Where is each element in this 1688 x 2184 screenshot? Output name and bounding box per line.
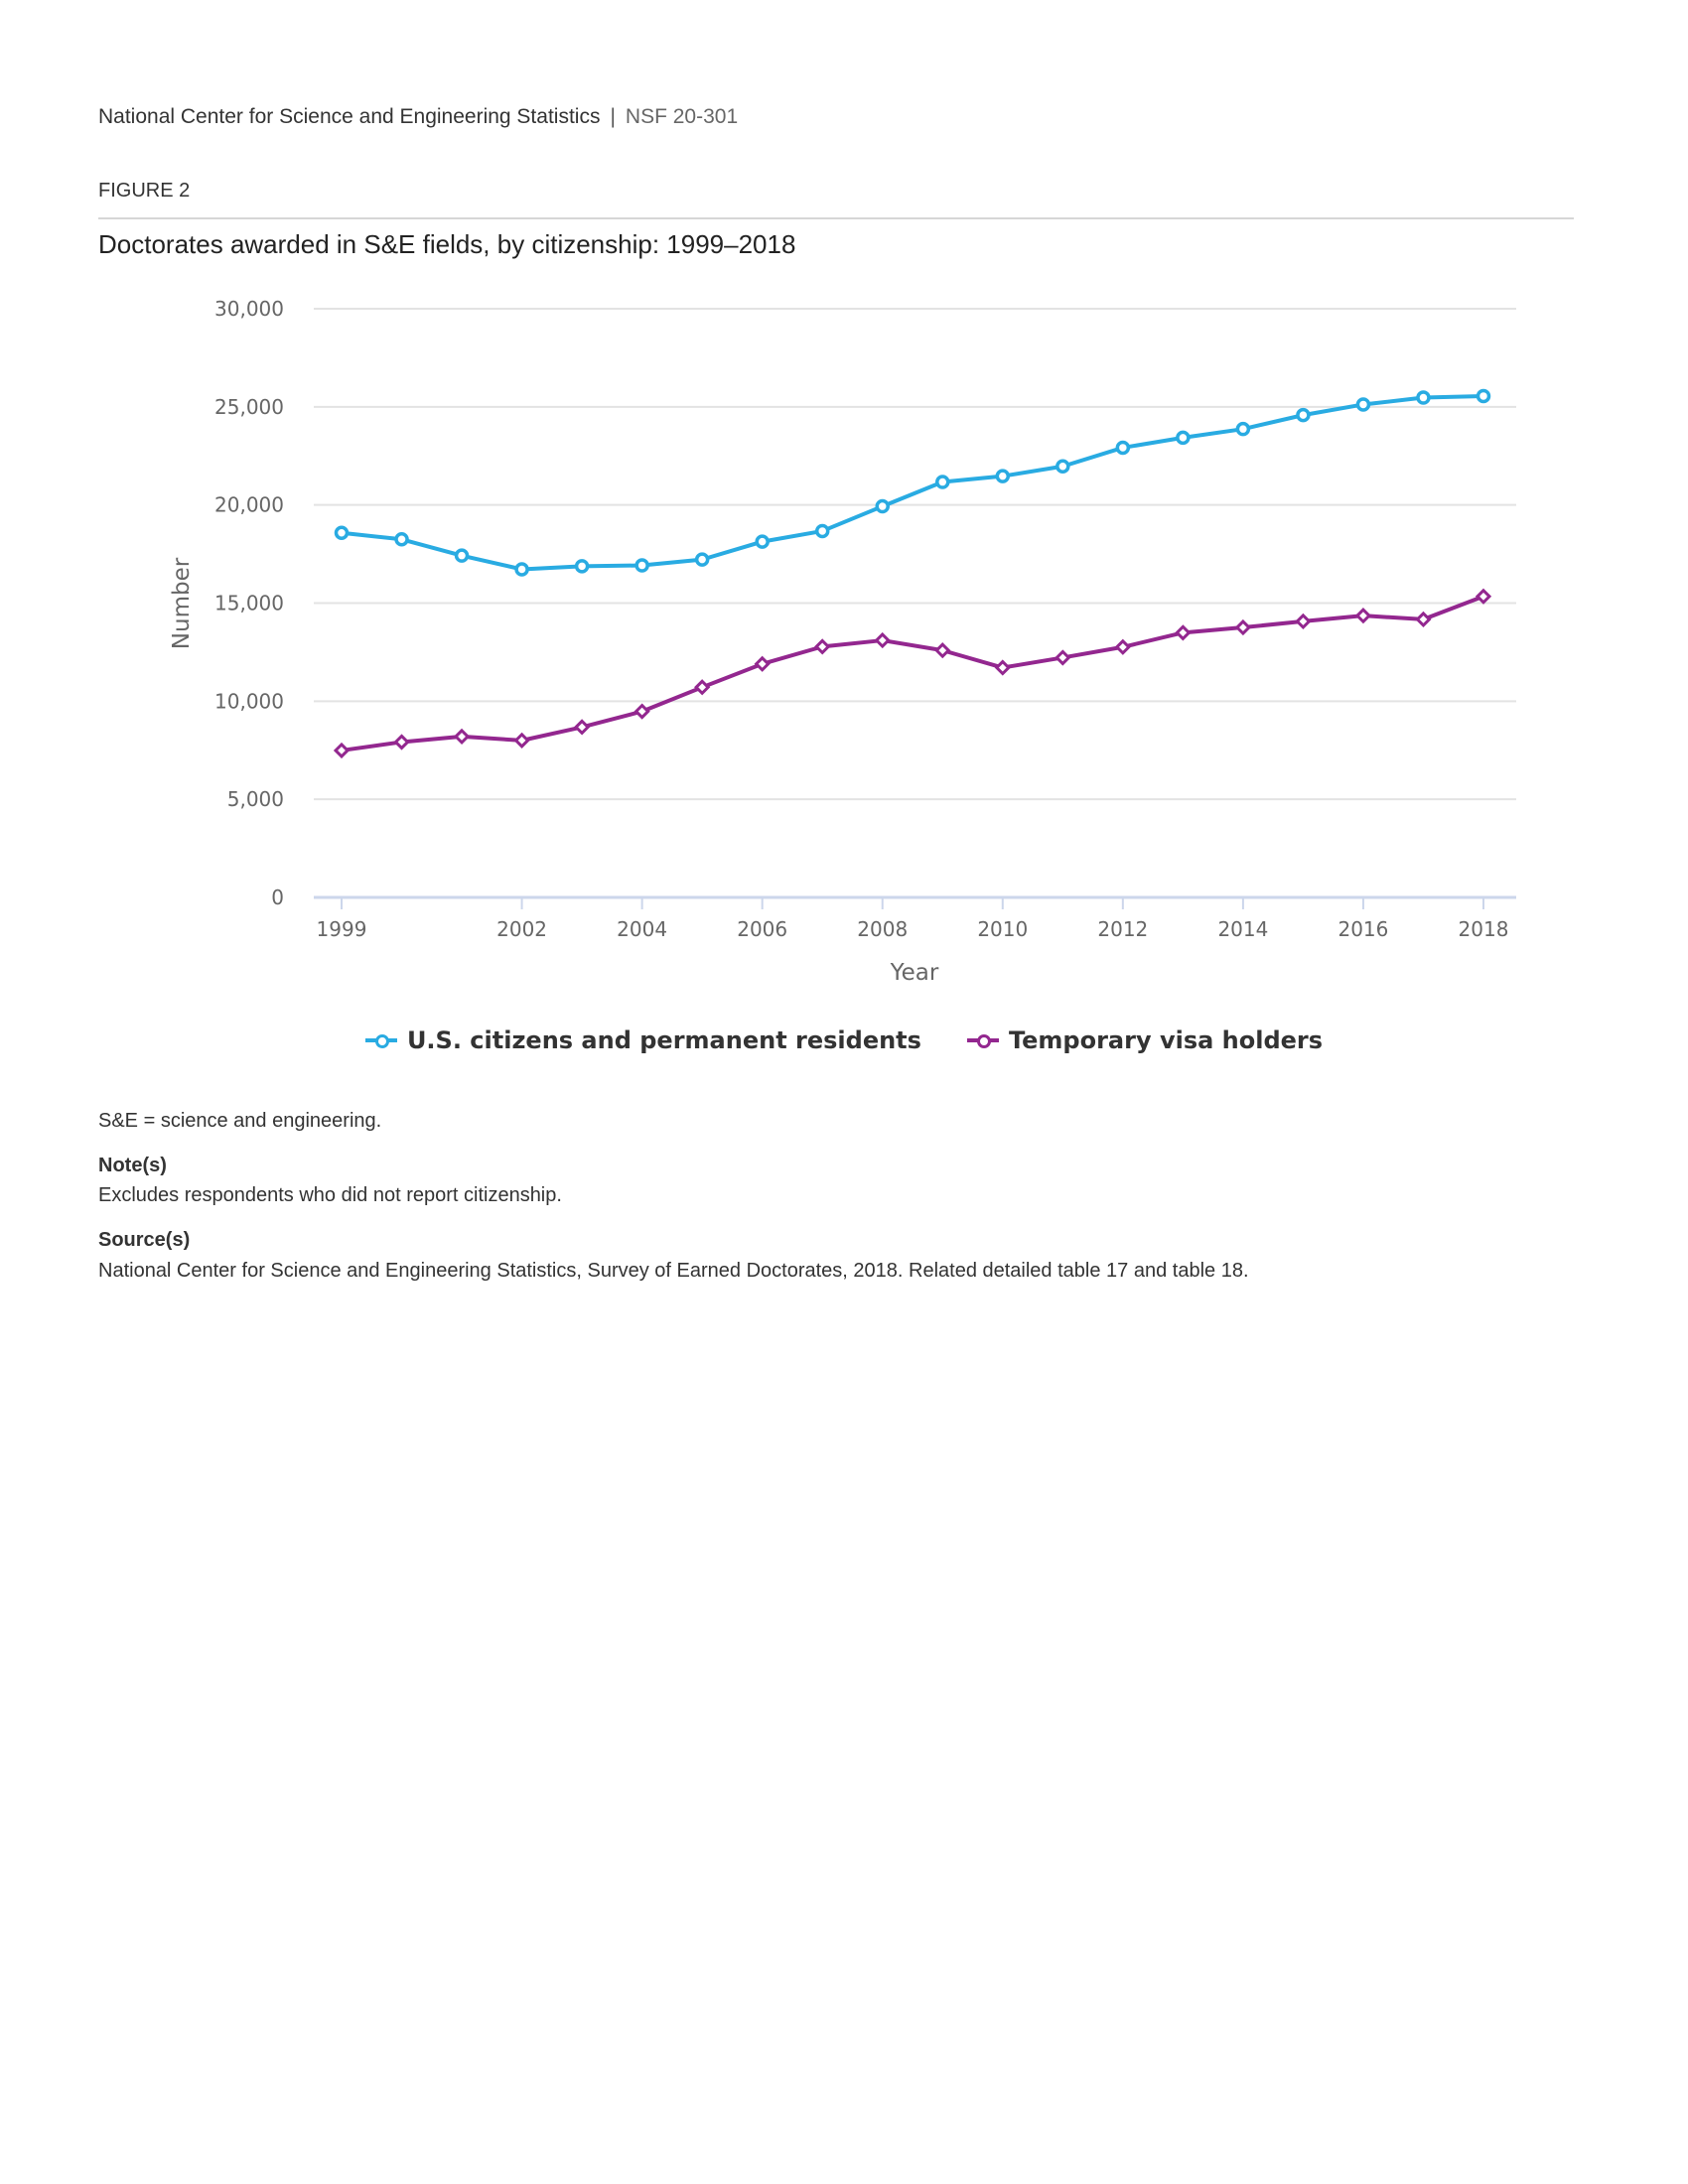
series-temporary-visa	[333, 588, 1492, 759]
data-point[interactable]	[1234, 618, 1252, 636]
x-tick-label: 2010	[977, 917, 1028, 941]
legend-marker-circle-icon	[364, 1033, 397, 1048]
y-axis-title: Number	[169, 557, 195, 649]
x-axis-title: Year	[890, 960, 939, 986]
data-point[interactable]	[995, 469, 1011, 483]
y-tick-label: 5,000	[227, 787, 284, 811]
y-tick-label: 20,000	[214, 493, 284, 517]
header-separator: |	[610, 105, 616, 128]
report-header: National Center for Science and Engineer…	[98, 105, 738, 129]
data-point[interactable]	[1115, 440, 1131, 456]
data-point[interactable]	[1176, 430, 1191, 446]
data-point[interactable]	[1175, 624, 1192, 641]
x-axis: 1999 2002 2004 2006 2008 2010 2012 2014 2016 2018	[314, 895, 1516, 941]
data-point[interactable]	[454, 548, 470, 563]
sources-text: National Center for Science and Engineer…	[98, 1260, 1249, 1282]
x-tick-label: 2014	[1217, 917, 1268, 941]
legend-label: U.S. citizens and permanent residents	[406, 1026, 921, 1054]
data-point[interactable]	[1355, 397, 1371, 412]
data-point[interactable]	[814, 638, 831, 655]
y-tick-label: 25,000	[214, 395, 284, 419]
data-point[interactable]	[694, 552, 710, 567]
y-tick-label: 15,000	[214, 592, 284, 615]
header-divider	[98, 217, 1574, 219]
line-chart: 0 5,000 10,000 15,000 20,000 25,000 30,000 199…	[169, 297, 1516, 986]
y-tick-label: 10,000	[214, 689, 284, 713]
x-tick-label: 2008	[857, 917, 908, 941]
series-line	[341, 594, 1484, 752]
data-point[interactable]	[513, 732, 530, 749]
data-point[interactable]	[334, 525, 350, 540]
data-point[interactable]	[394, 532, 409, 547]
data-point[interactable]	[1415, 611, 1432, 628]
data-point[interactable]	[1055, 649, 1071, 666]
data-point[interactable]	[634, 558, 649, 573]
figure-label: FIGURE 2	[98, 180, 191, 202]
grid-lines	[314, 308, 1516, 801]
data-point[interactable]	[514, 562, 529, 577]
legend-item-us-citizens[interactable]: U.S. citizens and permanent residents	[364, 1026, 921, 1054]
notes-heading: Note(s)	[98, 1155, 167, 1176]
y-tick-labels: 0 5,000 10,000 15,000 20,000 25,000 30,000	[214, 297, 284, 909]
data-point[interactable]	[755, 534, 770, 549]
data-point[interactable]	[1354, 608, 1372, 624]
legend-item-temporary-visa[interactable]: Temporary visa holders	[966, 1026, 1324, 1054]
data-point[interactable]	[1475, 588, 1492, 605]
legend-label: Temporary visa holders	[1008, 1026, 1324, 1054]
data-point[interactable]	[694, 679, 711, 696]
x-tick-label: 2002	[496, 917, 547, 941]
y-tick-label: 30,000	[214, 297, 284, 321]
x-tick-label: 2004	[617, 917, 667, 941]
report-number: NSF 20-301	[625, 105, 739, 128]
series-us-citizens	[334, 388, 1491, 577]
data-point[interactable]	[574, 559, 590, 574]
data-point[interactable]	[874, 631, 891, 649]
data-point[interactable]	[1055, 459, 1070, 474]
data-point[interactable]	[573, 719, 591, 736]
abbreviation-note: S&E = science and engineering.	[98, 1110, 382, 1132]
data-point[interactable]	[333, 742, 351, 759]
data-point[interactable]	[1416, 390, 1431, 405]
data-point[interactable]	[934, 642, 951, 659]
data-point[interactable]	[393, 734, 410, 751]
data-point[interactable]	[1114, 638, 1131, 655]
series-line	[341, 393, 1484, 572]
x-tick-label: 1999	[317, 917, 367, 941]
data-point[interactable]	[754, 655, 771, 672]
data-point[interactable]	[1295, 613, 1312, 630]
data-point[interactable]	[633, 703, 650, 720]
x-tick-label: 2012	[1097, 917, 1148, 941]
data-point[interactable]	[1476, 388, 1491, 404]
data-point[interactable]	[994, 659, 1011, 676]
x-tick-label: 2006	[737, 917, 787, 941]
data-point[interactable]	[453, 728, 471, 746]
data-point[interactable]	[1235, 421, 1251, 437]
series-group	[333, 388, 1492, 759]
data-point[interactable]	[935, 475, 950, 489]
x-tick-label: 2016	[1337, 917, 1388, 941]
data-point[interactable]	[1296, 407, 1311, 423]
chart-legend: U.S. citizens and permanent residents Te…	[0, 1026, 1688, 1054]
y-tick-label: 0	[271, 886, 284, 909]
chart-title: Doctorates awarded in S&E fields, by cit…	[98, 229, 796, 259]
data-point[interactable]	[875, 498, 890, 514]
data-point[interactable]	[814, 523, 830, 539]
x-tick-label: 2018	[1459, 917, 1509, 941]
legend-marker-diamond-icon	[966, 1033, 999, 1048]
notes-text: Excludes respondents who did not report …	[98, 1184, 562, 1206]
organization-name: National Center for Science and Engineer…	[98, 105, 601, 128]
sources-heading: Source(s)	[98, 1229, 191, 1251]
